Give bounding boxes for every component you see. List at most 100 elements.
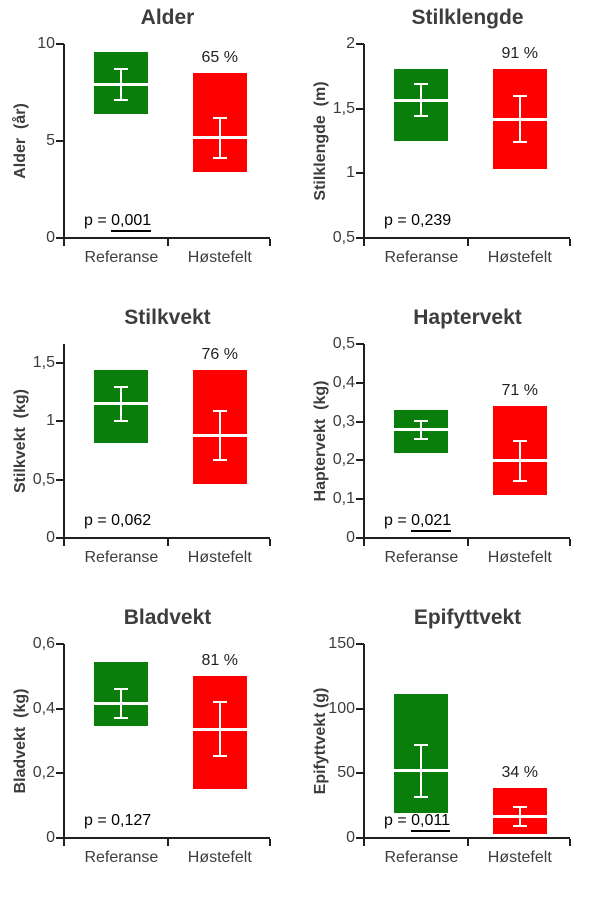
x-tick-mark <box>569 539 571 546</box>
y-tick-label: 0,4 <box>32 699 55 717</box>
chart-title: Stilkvekt <box>124 306 211 329</box>
p-value-label: p = 0,127 <box>84 812 151 830</box>
p-value-number: 0,001 <box>111 212 152 232</box>
x-axis-line <box>56 237 270 239</box>
x-category-label: Referanse <box>384 849 459 866</box>
error-bar-referanse <box>420 84 423 117</box>
y-tick-mark <box>356 420 364 423</box>
error-cap-bottom-referanse <box>414 438 429 441</box>
y-tick-label: 5 <box>46 132 55 149</box>
p-value-prefix: p = <box>84 812 112 829</box>
x-tick-mark <box>166 839 169 846</box>
error-cap-bottom-hostefelt <box>212 754 227 757</box>
y-axis-line <box>363 644 365 846</box>
chart-panel-stilklengde: Stilklengde Stilklengde (m) 0,5 1 1,5 2 Refera… <box>300 0 600 300</box>
p-value-prefix: p = <box>384 512 412 529</box>
y-tick-mark <box>56 478 64 481</box>
y-tick-mark <box>356 107 364 110</box>
x-tick-mark <box>269 239 271 246</box>
chart-panel-bladvekt: Bladvekt Bladvekt (kg) 0 0,2 0,4 0,6 Referanse… <box>0 600 300 900</box>
y-tick-label: 0,5 <box>332 335 355 352</box>
y-tick-label: 150 <box>328 635 355 652</box>
error-cap-bottom-referanse <box>114 420 129 423</box>
y-tick-mark <box>356 172 364 175</box>
x-tick-mark <box>166 239 169 246</box>
error-cap-bottom-referanse <box>414 115 429 118</box>
error-cap-bottom-hostefelt <box>212 157 227 160</box>
y-tick-label: 0 <box>46 529 55 546</box>
error-cap-bottom-hostefelt <box>512 479 527 482</box>
y-tick-label: 0,2 <box>32 764 55 782</box>
error-bar-hostefelt <box>518 95 521 143</box>
error-cap-top-referanse <box>414 83 429 86</box>
p-value-number: 0,021 <box>411 512 452 532</box>
x-category-label: Høstefelt <box>487 249 552 266</box>
y-tick-mark <box>356 459 364 462</box>
y-tick-mark <box>56 537 64 539</box>
y-axis-line <box>363 344 365 546</box>
p-value-number: 0,239 <box>411 212 452 229</box>
y-tick-mark <box>356 498 364 501</box>
error-cap-top-hostefelt <box>212 116 227 119</box>
y-tick-label: 0,5 <box>32 470 55 488</box>
y-tick-mark <box>56 140 64 142</box>
error-cap-bottom-referanse <box>414 795 429 798</box>
y-tick-mark <box>356 837 364 839</box>
p-value-prefix: p = <box>384 812 412 829</box>
error-bar-referanse <box>120 689 123 719</box>
p-value-label: p = 0,062 <box>84 512 151 530</box>
chart-title: Bladvekt <box>123 606 212 629</box>
error-bar-hostefelt <box>218 702 221 756</box>
y-tick-mark <box>56 420 64 423</box>
y-tick-label: 1 <box>46 412 55 430</box>
error-cap-top-referanse <box>114 68 129 71</box>
y-tick-mark <box>356 43 364 45</box>
y-tick-mark <box>56 237 64 239</box>
x-tick-mark <box>269 539 271 546</box>
error-cap-top-hostefelt <box>212 409 227 412</box>
x-category-label: Høstefelt <box>487 549 552 566</box>
y-tick-mark <box>356 237 364 239</box>
error-bar-referanse <box>120 69 123 101</box>
x-category-label: Referanse <box>84 849 159 866</box>
x-tick-mark <box>269 839 271 846</box>
p-value-number: 0,011 <box>411 812 450 832</box>
chart-title: Epifyttvekt <box>413 606 522 629</box>
y-tick-mark <box>56 43 64 45</box>
percent-label: 65 % <box>201 49 238 67</box>
x-tick-mark <box>466 839 469 846</box>
chart-title: Stilklengde <box>411 6 524 29</box>
y-tick-label: 100 <box>328 699 355 717</box>
y-tick-label: 2 <box>346 35 355 52</box>
p-value-number: 0,062 <box>111 512 152 529</box>
y-tick-label: 0,5 <box>332 229 355 246</box>
x-axis-line <box>356 537 570 539</box>
error-cap-top-hostefelt <box>212 701 227 704</box>
x-category-label: Referanse <box>384 249 459 266</box>
y-tick-label: 1 <box>346 164 355 182</box>
error-bar-hostefelt <box>218 410 221 460</box>
p-value-label: p = 0,021 <box>384 512 452 532</box>
error-cap-top-hostefelt <box>512 94 527 97</box>
error-cap-top-referanse <box>114 688 129 691</box>
chart-panel-epifyttvekt: Epifyttvekt Epifyttvekt (g) 0 50 100 150 Refer… <box>300 600 600 900</box>
y-axis-title: Haptervekt (kg) <box>312 380 329 502</box>
error-bar-referanse <box>420 420 423 440</box>
y-axis-line <box>363 44 365 246</box>
error-bar-referanse <box>120 387 123 422</box>
p-value-prefix: p = <box>84 512 112 529</box>
y-tick-label: 0 <box>346 529 355 546</box>
y-tick-label: 0 <box>346 829 355 846</box>
error-cap-bottom-referanse <box>114 99 129 102</box>
x-category-label: Høstefelt <box>187 849 252 866</box>
p-value-label: p = 0,001 <box>84 212 152 232</box>
error-cap-top-referanse <box>414 419 429 422</box>
x-tick-mark <box>466 539 469 546</box>
y-tick-label: 0 <box>46 229 55 246</box>
y-axis-line <box>63 644 65 846</box>
p-value-prefix: p = <box>84 212 112 229</box>
x-tick-mark <box>466 239 469 246</box>
y-tick-mark <box>56 772 64 775</box>
chart-panel-stilkvekt: Stilkvekt Stilkvekt (kg) 0 0,5 1 1,5 Referanse… <box>0 300 300 600</box>
